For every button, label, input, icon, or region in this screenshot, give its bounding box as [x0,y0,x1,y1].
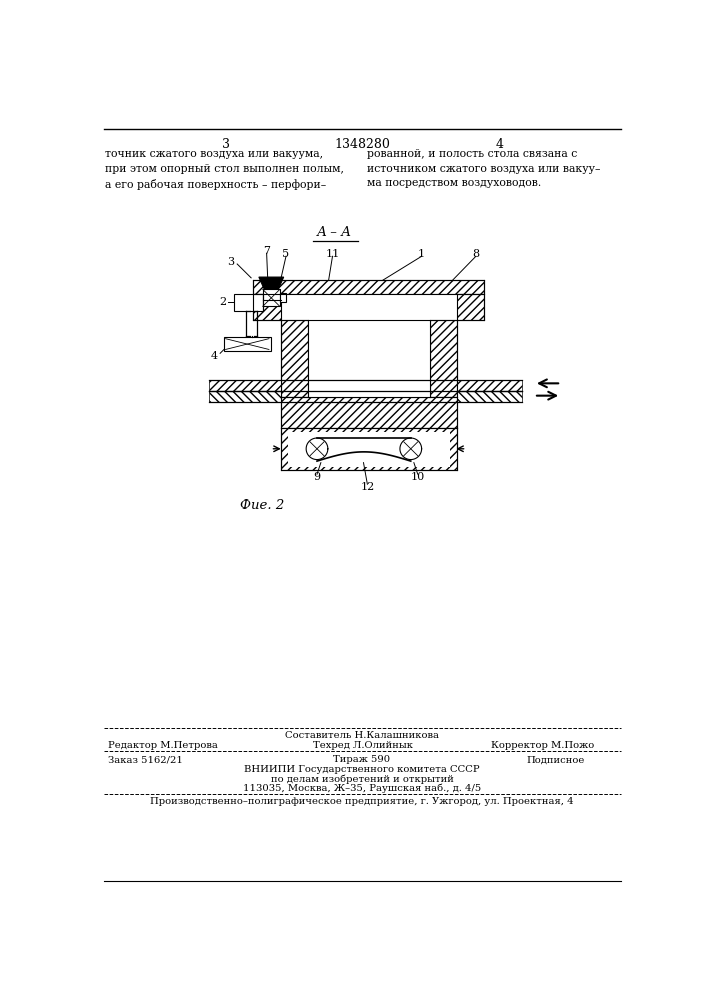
Bar [308,320,430,397]
Bar [224,337,271,351]
Text: ВНИИПИ Государственного комитета СССР: ВНИИПИ Государственного комитета СССР [244,765,480,774]
Text: 11: 11 [325,249,339,259]
Bar [280,293,286,302]
Text: 9: 9 [313,472,320,482]
Text: 4: 4 [211,351,218,361]
Bar [430,320,457,397]
Text: Производственно–полиграфическое предприятие, г. Ужгород, ул. Проектная, 4: Производственно–полиграфическое предприя… [150,797,574,806]
Bar [263,289,280,306]
Text: рованной, и полость стола связана с
источником сжатого воздуха или вакуу–
ма пос: рованной, и полость стола связана с исто… [368,149,601,188]
Text: 5: 5 [282,249,290,259]
Bar [252,280,484,294]
Text: 1: 1 [418,249,425,259]
Bar [252,294,281,320]
Bar [281,428,457,470]
Text: 12: 12 [361,482,375,492]
Bar [457,391,522,402]
Text: 8: 8 [472,249,479,259]
Text: точник сжатого воздуха или вакуума,
при этом опорный стол выполнен полым,
а его : точник сжатого воздуха или вакуума, при … [105,149,344,190]
Bar [234,294,263,311]
Text: 2: 2 [219,297,226,307]
Text: Заказ 5162/21: Заказ 5162/21 [107,755,182,764]
Bar [288,432,450,466]
Text: 3: 3 [228,257,235,267]
Text: Тираж 590: Тираж 590 [334,755,390,764]
Bar [209,380,281,391]
Text: 3: 3 [221,138,230,151]
Text: Корректор М.Пожо: Корректор М.Пожо [491,741,595,750]
Text: Техред Л.Олийнык: Техред Л.Олийнык [313,741,413,750]
Text: А – А: А – А [317,226,352,239]
Text: 113035, Москва, Ж–35, Раушская наб., д. 4/5: 113035, Москва, Ж–35, Раушская наб., д. … [243,784,481,793]
Text: 4: 4 [495,138,503,151]
Bar [209,391,281,402]
Polygon shape [259,277,284,289]
Text: 1348280: 1348280 [334,138,390,151]
Text: 10: 10 [411,472,425,482]
Text: по делам изобретений и открытий: по делам изобретений и открытий [271,774,453,784]
Text: Составитель Н.Калашникова: Составитель Н.Калашникова [285,731,439,740]
Text: Подписное: Подписное [526,755,585,764]
Bar [281,397,457,428]
Text: 7: 7 [263,246,270,256]
Bar [457,380,522,391]
Bar [281,294,457,320]
Bar [457,294,484,320]
Text: Фие. 2: Фие. 2 [240,499,284,512]
Bar [281,320,308,397]
Text: Редактор М.Петрова: Редактор М.Петрова [107,741,218,750]
